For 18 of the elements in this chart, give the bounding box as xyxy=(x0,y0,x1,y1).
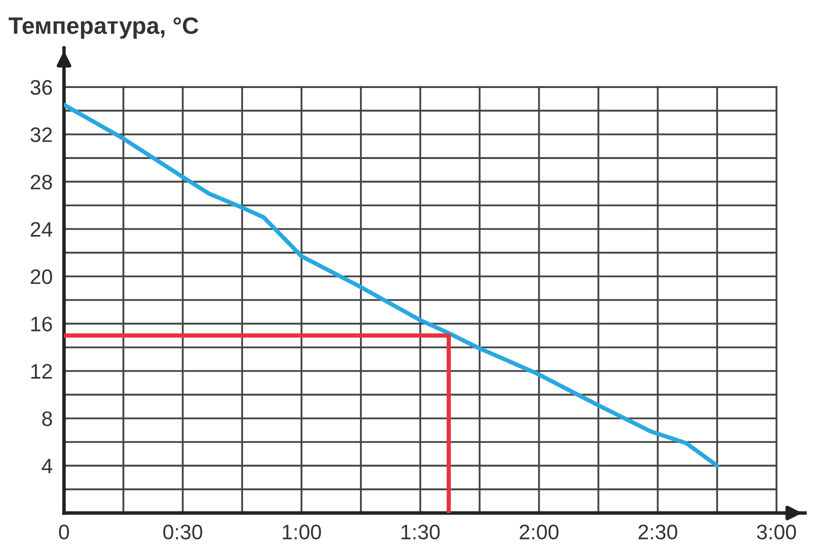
y-tick-label: 32 xyxy=(30,127,52,142)
x-tick-label: 2:30 xyxy=(638,524,678,540)
y-tick-label: 4 xyxy=(42,458,52,474)
y-tick-label: 16 xyxy=(31,316,52,332)
x-tick-label: 1:00 xyxy=(282,524,321,540)
y-axis-title: Температура, °C xyxy=(8,17,198,39)
y-tick-label: 8 xyxy=(42,411,52,426)
x-tick-label: 2:00 xyxy=(520,524,558,540)
y-tick-label: 20 xyxy=(30,269,52,284)
x-tick-label: 1:30 xyxy=(402,524,440,540)
x-tick-label: 0 xyxy=(59,524,69,540)
y-tick-label: 24 xyxy=(30,222,52,237)
line-series xyxy=(64,102,720,468)
y-tick-label: 12 xyxy=(31,364,52,379)
x-tick-label: 0:30 xyxy=(163,524,202,540)
y-tick-label: 28 xyxy=(30,174,52,190)
x-tick-label: 3:00 xyxy=(757,524,796,540)
y-tick-label: 36 xyxy=(30,80,52,95)
